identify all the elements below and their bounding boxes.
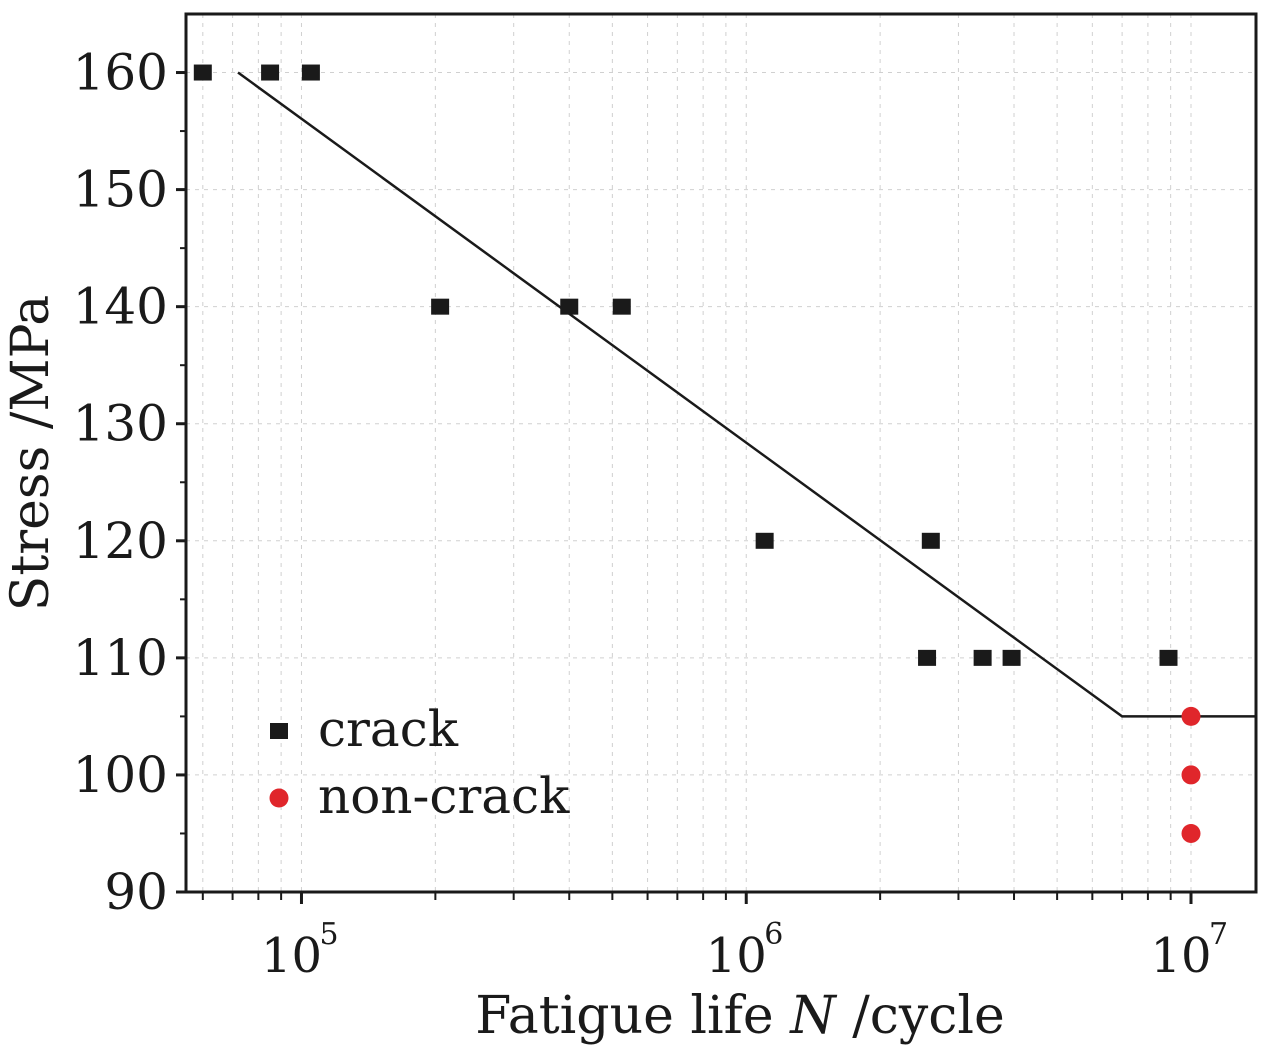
x-tick-label: 10 [261,928,322,984]
y-tick-label: 160 [73,44,168,102]
x-axis-title: Fatigue life N /cycle [475,986,1005,1046]
x-axis-title-text: Fatigue life [475,986,790,1046]
plot-frame [184,12,1258,894]
x-axis-title-unit: /cycle [836,986,1005,1046]
fit-line [237,71,1256,718]
legend-non-crack-marker [269,788,289,808]
x-tick-label-exponent: 7 [1209,917,1228,952]
x-tick-label: 10 [706,928,767,984]
fit-line-group [237,71,1256,718]
non-crack-point [1181,823,1201,843]
y-tick-label: 120 [73,512,168,570]
y-axis-title: Stress /MPa [1,295,61,611]
x-axis-title-variable: N [788,986,837,1046]
non-crack-point [1181,765,1201,785]
legend-label: non-crack [318,767,570,825]
y-axis: 90 100 110 120 130 140 150 160 [73,44,186,921]
crack-point [261,64,280,81]
crack-point [918,649,937,666]
crack-point [301,64,320,81]
y-tick-label: 90 [104,863,168,921]
crack-point [973,649,992,666]
crack-point [193,64,212,81]
y-tick-label: 150 [73,161,168,219]
x-axis: 105 106 107 [201,892,1228,984]
y-tick-label: 130 [73,395,168,453]
crack-point [560,298,579,315]
x-tick-label-exponent: 5 [319,917,338,952]
crack-point [1159,649,1178,666]
crack-point [755,532,774,549]
legend-crack-marker [270,723,288,739]
grid [186,14,1256,892]
x-tick-label-exponent: 6 [764,917,783,952]
y-tick-label: 140 [73,278,168,336]
legend-label: crack [318,700,459,758]
non-crack-point [1181,706,1201,726]
x-tick-label: 10 [1150,928,1211,984]
y-tick-label: 110 [73,629,168,687]
legend: crack non-crack [269,700,570,825]
crack-point [612,298,631,315]
crack-point [431,298,450,315]
crack-point [1002,649,1021,666]
y-tick-label: 100 [73,746,168,804]
crack-point [921,532,940,549]
data-points [193,64,1201,843]
